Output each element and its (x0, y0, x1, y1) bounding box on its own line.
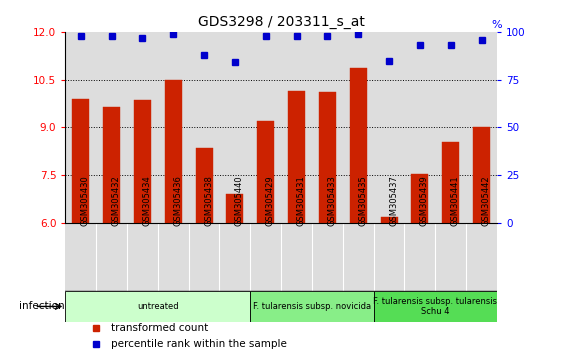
Bar (374, 291, 497, 322)
Bar (65, 291, 250, 322)
Bar (250, 291, 374, 322)
Bar (165, 80, 182, 223)
Text: F. tularensis subsp. novicida: F. tularensis subsp. novicida (253, 302, 371, 311)
Bar (411, 173, 428, 223)
Text: GSM305433: GSM305433 (327, 176, 336, 226)
Title: GDS3298 / 203311_s_at: GDS3298 / 203311_s_at (198, 16, 365, 29)
Bar (72, 99, 89, 223)
Bar (350, 68, 367, 223)
Bar (442, 142, 459, 223)
Bar (103, 107, 120, 223)
Text: percentile rank within the sample: percentile rank within the sample (111, 339, 286, 349)
Bar (473, 127, 490, 223)
Text: GSM305432: GSM305432 (111, 176, 120, 226)
Text: GSM305429: GSM305429 (266, 176, 275, 226)
Text: GSM305431: GSM305431 (296, 176, 306, 226)
Text: GSM305440: GSM305440 (235, 176, 244, 226)
Text: GSM305435: GSM305435 (358, 176, 367, 226)
Text: GSM305439: GSM305439 (420, 176, 429, 226)
Text: transformed count: transformed count (111, 323, 208, 333)
Text: GSM305437: GSM305437 (389, 176, 398, 226)
Text: %: % (492, 20, 502, 30)
Text: untreated: untreated (137, 302, 178, 311)
Bar (381, 217, 398, 223)
Text: GSM305430: GSM305430 (81, 176, 90, 226)
Bar (195, 148, 212, 223)
Bar (319, 92, 336, 223)
Bar (257, 121, 274, 223)
Bar (227, 194, 243, 223)
Text: GSM305436: GSM305436 (173, 176, 182, 226)
Text: GSM305441: GSM305441 (451, 176, 460, 226)
Text: GSM305442: GSM305442 (482, 176, 491, 226)
Text: GSM305434: GSM305434 (143, 176, 152, 226)
Bar (134, 100, 151, 223)
Text: infection: infection (19, 302, 65, 312)
Bar (288, 91, 305, 223)
Text: GSM305438: GSM305438 (204, 176, 213, 226)
Text: F. tularensis subsp. tularensis
Schu 4: F. tularensis subsp. tularensis Schu 4 (373, 297, 498, 316)
